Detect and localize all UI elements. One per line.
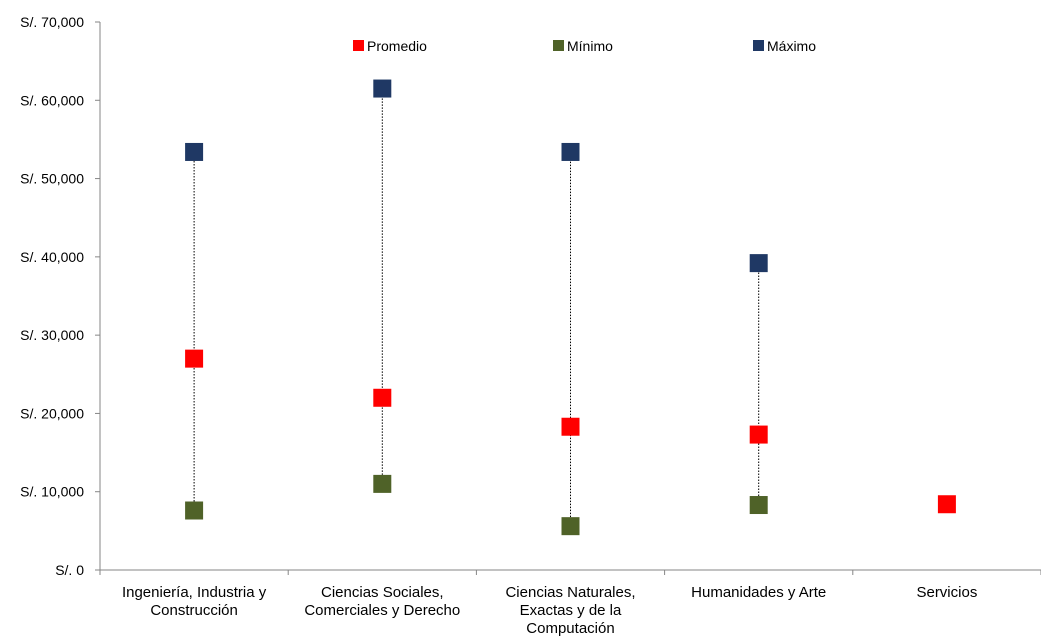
y-tick-label: S/. 30,000 bbox=[20, 327, 84, 343]
data-point-maximo bbox=[749, 254, 768, 273]
data-point-minimo bbox=[749, 496, 768, 515]
y-tick-label: S/. 40,000 bbox=[20, 249, 84, 265]
legend-marker bbox=[353, 40, 364, 51]
x-category-label-line: Construcción bbox=[150, 602, 238, 619]
data-point-minimo bbox=[373, 474, 392, 493]
y-tick-label: S/. 10,000 bbox=[20, 484, 84, 500]
legend-marker bbox=[553, 40, 564, 51]
legend: Promedio Mínimo Máximo bbox=[353, 38, 816, 54]
x-category-label-line: Servicios bbox=[916, 584, 977, 601]
x-category-label-line: Exactas y de la bbox=[520, 602, 622, 619]
y-tick-label: S/. 70,000 bbox=[20, 14, 84, 30]
x-category-label-line: Computación bbox=[526, 620, 614, 637]
x-category-label-line: Ingeniería, Industria y bbox=[122, 584, 267, 601]
data-point-promedio bbox=[561, 417, 580, 436]
x-category-label: Ciencias Naturales, Exactas y de la Comput… bbox=[505, 584, 635, 637]
y-tick-label: S/. 60,000 bbox=[20, 92, 84, 108]
y-tick-label: S/. 0 bbox=[55, 562, 84, 578]
data-point-maximo bbox=[185, 142, 204, 161]
range-lines bbox=[193, 88, 760, 527]
markers bbox=[185, 79, 956, 536]
y-tick-label: S/. 50,000 bbox=[20, 171, 84, 187]
data-point-promedio bbox=[185, 349, 204, 368]
legend-label: Promedio bbox=[367, 38, 427, 54]
axes: S/. 0 S/. 10,000 S/. 20,000 S/. 30,000 S/. 4… bbox=[20, 14, 1041, 637]
data-point-maximo bbox=[373, 79, 392, 98]
x-category-label-line: Comerciales y Derecho bbox=[304, 602, 460, 619]
data-point-minimo bbox=[561, 517, 580, 536]
data-point-promedio bbox=[749, 425, 768, 444]
x-category-label: Humanidades y Arte bbox=[691, 584, 826, 601]
x-category-label: Ingeniería, Industria y Construcción bbox=[122, 584, 267, 619]
data-point-promedio bbox=[937, 495, 956, 514]
legend-label: Máximo bbox=[767, 38, 816, 54]
data-point-maximo bbox=[561, 142, 580, 161]
x-category-label: Servicios bbox=[916, 584, 977, 601]
data-point-minimo bbox=[185, 501, 204, 520]
legend-label: Mínimo bbox=[567, 38, 613, 54]
x-category-label-line: Ciencias Sociales, bbox=[321, 584, 444, 601]
legend-marker bbox=[753, 40, 764, 51]
x-category-label-line: Ciencias Naturales, bbox=[505, 584, 635, 601]
data-point-promedio bbox=[373, 388, 392, 407]
x-category-label: Ciencias Sociales, Comerciales y Derecho bbox=[304, 584, 460, 619]
x-category-label-line: Humanidades y Arte bbox=[691, 584, 826, 601]
y-tick-label: S/. 20,000 bbox=[20, 405, 84, 421]
